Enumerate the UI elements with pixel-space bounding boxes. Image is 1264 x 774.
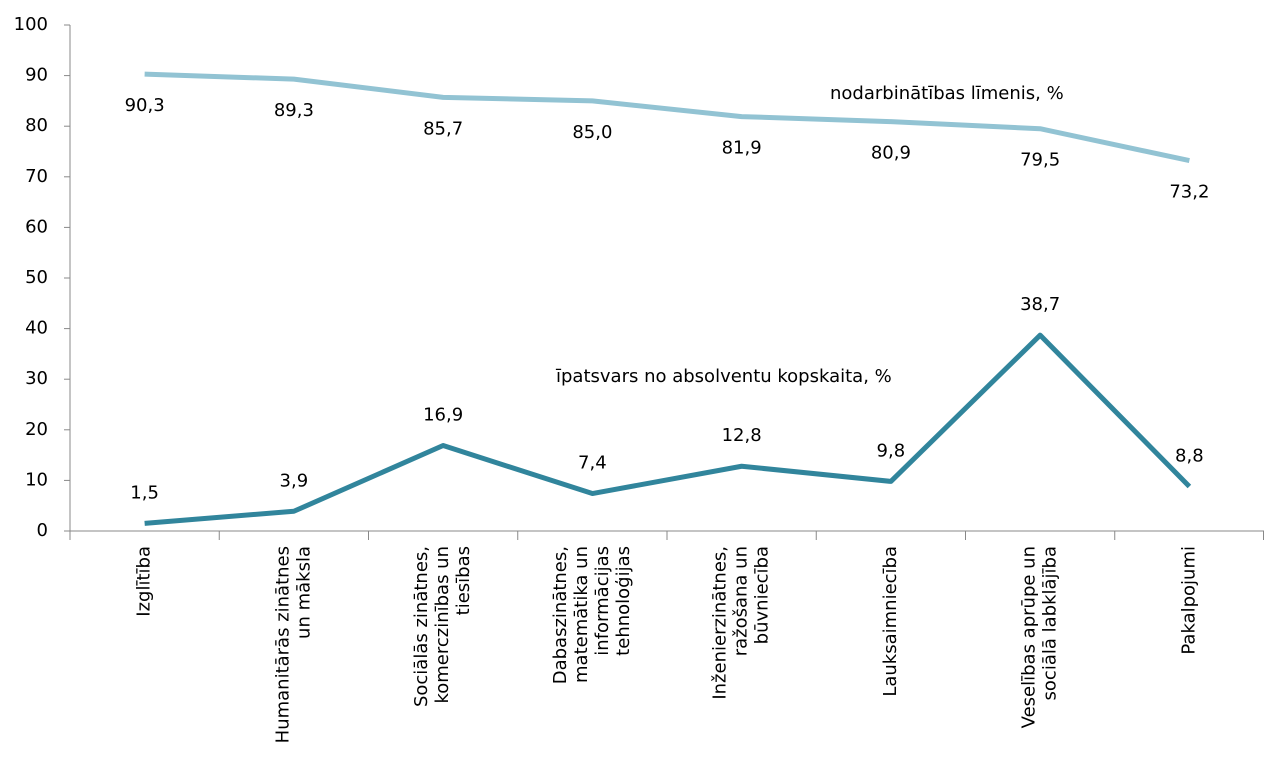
x-tick-label: Pakalpojumi	[1178, 546, 1199, 655]
x-tick-label: Veselības aprūpe unsociālā labklājība	[1019, 546, 1061, 728]
y-tick-label: 30	[25, 368, 48, 389]
data-label: 73,2	[1169, 182, 1209, 203]
data-label: 12,8	[722, 425, 762, 446]
data-label: 85,7	[423, 118, 463, 139]
series-line	[144, 71, 1190, 164]
data-label: 81,9	[722, 138, 762, 159]
y-tick-label: 90	[25, 65, 48, 86]
y-tick-label: 0	[37, 520, 48, 541]
data-label: 80,9	[871, 143, 911, 164]
x-tick-label: Izglītība	[134, 546, 155, 617]
data-label: 90,3	[125, 95, 165, 116]
y-tick-label: 10	[25, 469, 48, 490]
x-tick-label: Inženierzinātnes,ražošana unbūvniecība	[710, 546, 773, 700]
y-tick-label: 50	[25, 267, 48, 288]
data-label: 89,3	[274, 100, 314, 121]
data-label: 1,5	[130, 482, 159, 503]
series-annotation: nodarbinātības līmenis, %	[830, 83, 1064, 104]
series-annotation: īpatsvars no absolventu kopskaita, %	[555, 366, 892, 387]
y-tick-label: 80	[25, 115, 48, 136]
x-tick-label: Lauksaimniecība	[880, 546, 901, 697]
data-label: 79,5	[1020, 150, 1060, 171]
y-tick-label: 40	[25, 318, 48, 339]
data-label: 3,9	[280, 470, 309, 491]
data-label: 16,9	[423, 404, 463, 425]
y-tick-label: 100	[14, 14, 48, 35]
y-tick-label: 70	[25, 166, 48, 187]
data-label: 85,0	[572, 122, 612, 143]
data-label: 38,7	[1020, 294, 1060, 315]
x-tick-label: Dabaszinātnes,matemātika uninformācijast…	[550, 546, 634, 684]
data-label: 8,8	[1175, 445, 1204, 466]
series-line	[144, 332, 1192, 526]
y-tick-label: 60	[25, 216, 48, 237]
x-tick-label: Sociālās zinātnes,komerczinības untiesīb…	[411, 546, 474, 707]
y-tick-label: 20	[25, 419, 48, 440]
data-label: 7,4	[578, 453, 607, 474]
x-tick-label: Humanitārās zinātnesun māksla	[272, 546, 314, 743]
data-label: 9,8	[877, 440, 906, 461]
